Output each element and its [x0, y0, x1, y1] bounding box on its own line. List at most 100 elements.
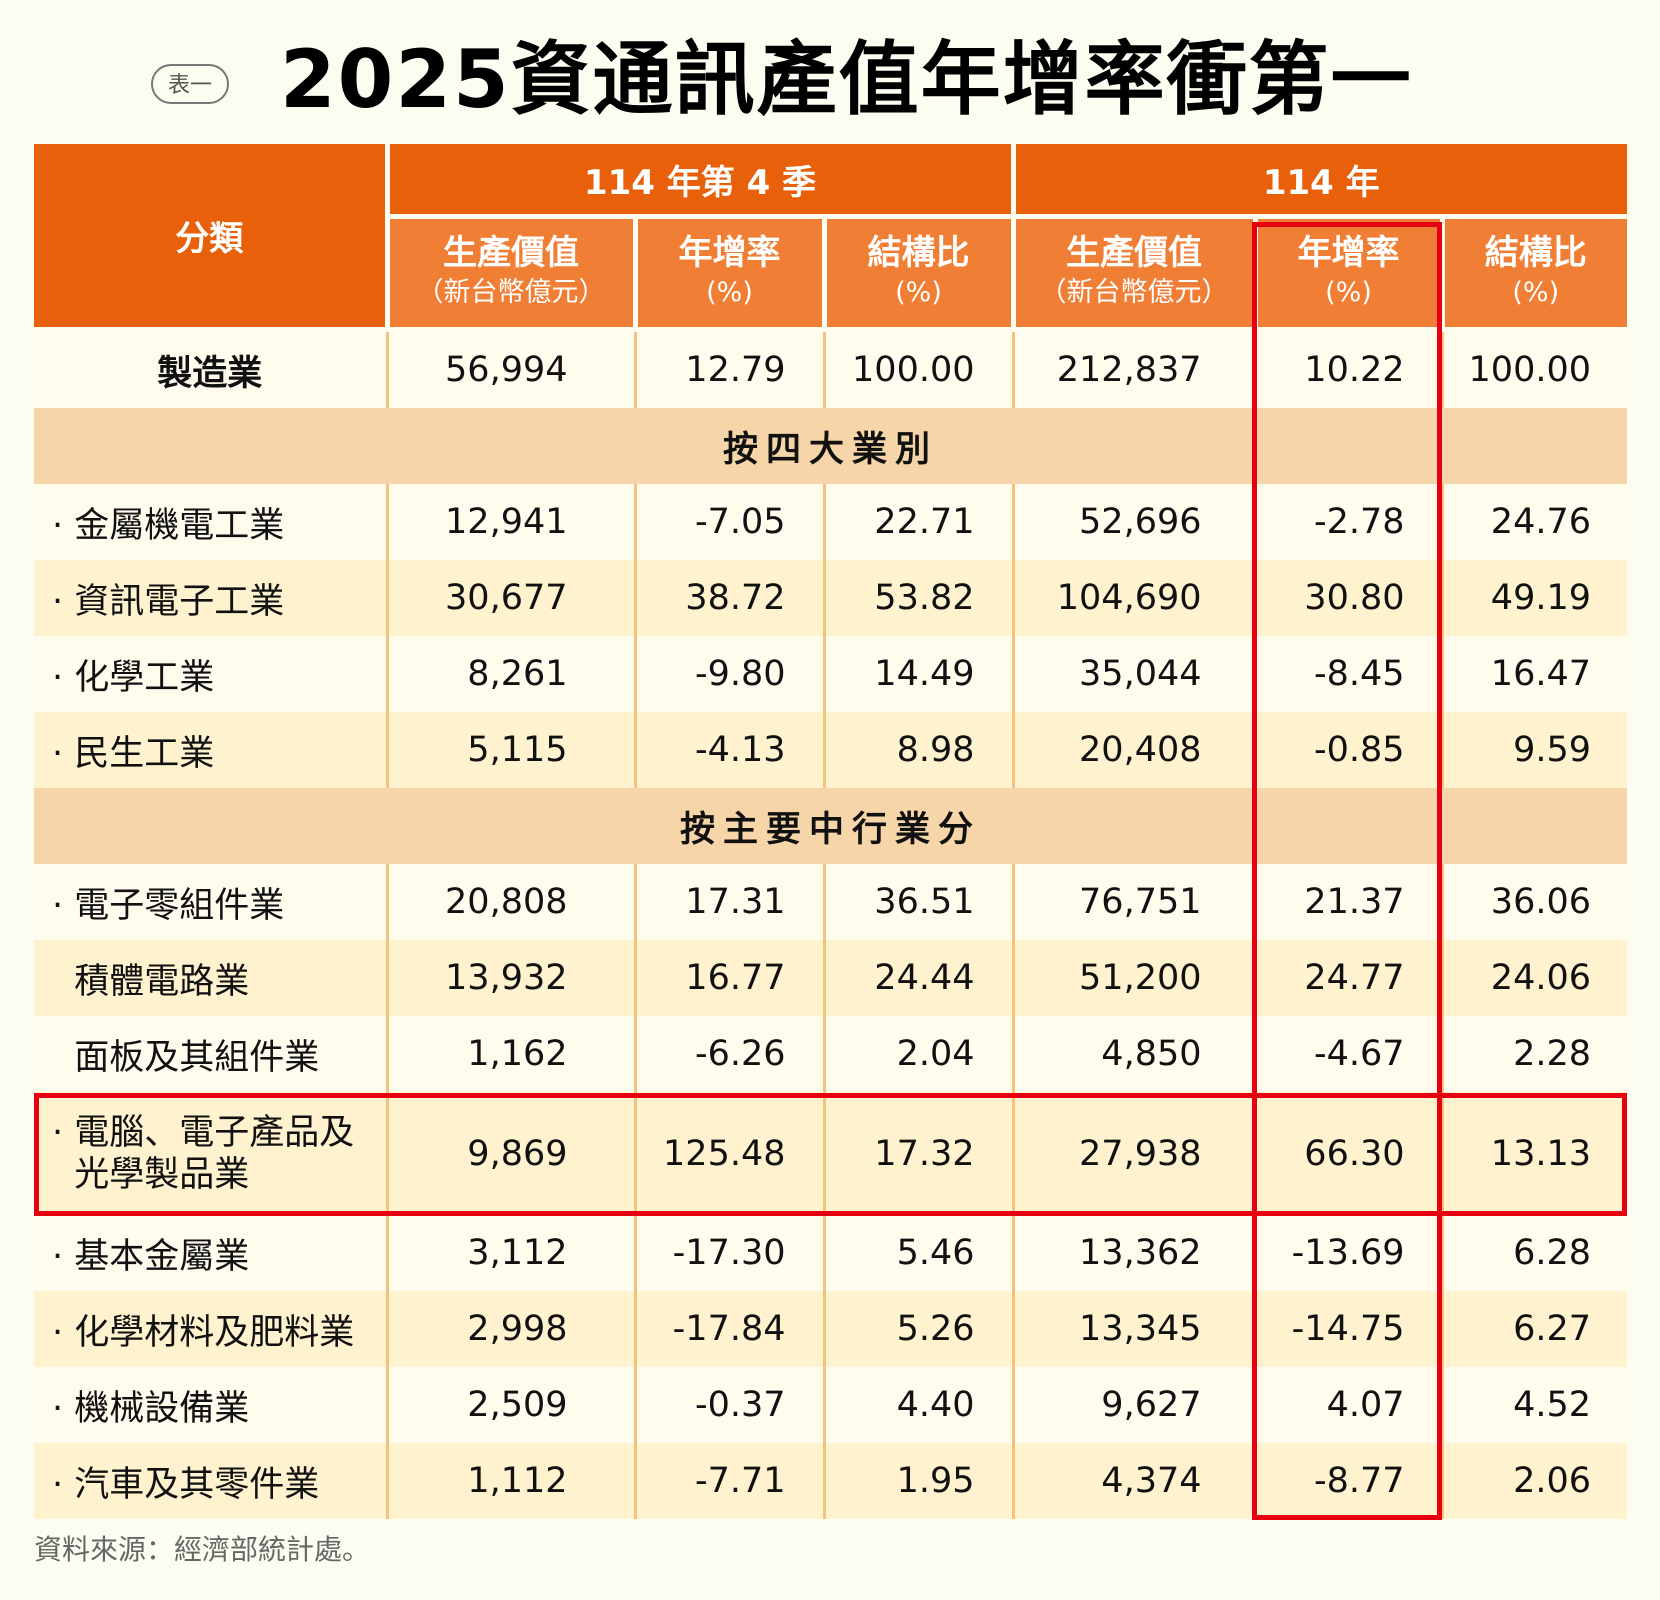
column-header: 結構比 (%)	[1439, 216, 1627, 332]
cell-value: 2.06	[1440, 1443, 1627, 1519]
cell-value: 36.51	[822, 864, 1013, 940]
cell-value: 27,938	[1011, 1092, 1255, 1215]
column-unit: (%)	[1512, 277, 1560, 308]
row-label: · 汽車及其零件業	[34, 1443, 387, 1519]
column-label: 生產價值	[1066, 233, 1202, 273]
column-label: 年增率	[678, 233, 781, 273]
table-row: 積體電路業 13,932 16.77 24.44 51,200 24.77 24.06	[34, 940, 1627, 1016]
cell-value: 100.00	[822, 329, 1013, 408]
cell-value: -7.05	[633, 484, 824, 560]
cell-value: 2.28	[1440, 1016, 1627, 1092]
cell-value: 56,994	[385, 329, 635, 408]
cell-value: 16.47	[1440, 636, 1627, 712]
cell-value: 125.48	[633, 1092, 824, 1215]
table-row: 製造業 56,994 12.79 100.00 212,837 10.22 100.00	[34, 329, 1627, 408]
source-note: 資料來源：經濟部統計處。	[34, 1533, 371, 1566]
cell-value: 76,751	[1011, 864, 1255, 940]
cell-value: 100.00	[1440, 329, 1627, 408]
cell-value: -17.30	[633, 1215, 824, 1291]
cell-value: -0.85	[1253, 712, 1442, 788]
cell-value: 4.07	[1253, 1367, 1442, 1443]
cell-value: 24.77	[1253, 940, 1442, 1016]
table-row: 面板及其組件業 1,162 -6.26 2.04 4,850 -4.67 2.28	[34, 1016, 1627, 1092]
column-unit: (%)	[706, 277, 753, 308]
page-title: 2025資通訊產值年增率衝第一	[280, 33, 1413, 126]
cell-value: -13.69	[1253, 1215, 1442, 1291]
cell-value: 9,869	[385, 1092, 635, 1215]
column-header: 年增率 (%)	[632, 216, 827, 332]
cell-value: 17.32	[822, 1092, 1013, 1215]
column-unit: （新台幣億元）	[1039, 277, 1229, 308]
cell-value: 24.76	[1440, 484, 1627, 560]
cell-value: 5,115	[385, 712, 635, 788]
cell-value: -4.67	[1253, 1016, 1442, 1092]
table-row: · 汽車及其零件業 1,112 -7.71 1.95 4,374 -8.77 2.06	[34, 1443, 1627, 1519]
cell-value: 1,162	[385, 1016, 635, 1092]
cell-value: 13.13	[1440, 1092, 1627, 1215]
cell-value: 21.37	[1253, 864, 1442, 940]
cell-value: 13,932	[385, 940, 635, 1016]
cell-value: -14.75	[1253, 1291, 1442, 1367]
row-label: · 化學工業	[34, 636, 387, 712]
cell-value: -9.80	[633, 636, 824, 712]
table-row: · 電腦、電子產品及 光學製品業 9,869 125.48 17.32 27,938 66…	[34, 1092, 1627, 1215]
section-row: 按四大業別	[34, 408, 1627, 484]
column-header: 結構比 (%)	[821, 216, 1016, 332]
cell-value: 9.59	[1440, 712, 1627, 788]
cell-value: 24.06	[1440, 940, 1627, 1016]
cell-value: 13,345	[1011, 1291, 1255, 1367]
cell-value: 36.06	[1440, 864, 1627, 940]
cell-value: -8.45	[1253, 636, 1442, 712]
cell-value: 52,696	[1011, 484, 1255, 560]
table-row: · 金屬機電工業 12,941 -7.05 22.71 52,696 -2.78 24.76	[34, 484, 1627, 560]
column-unit: (%)	[1325, 277, 1372, 308]
table-row: · 資訊電子工業 30,677 38.72 53.82 104,690 30.80 49.1…	[34, 560, 1627, 636]
cell-value: 8.98	[822, 712, 1013, 788]
column-label: 結構比	[1484, 233, 1587, 273]
column-unit: （新台幣億元）	[416, 277, 606, 308]
cell-value: 51,200	[1011, 940, 1255, 1016]
cell-value: 4.52	[1440, 1367, 1627, 1443]
cell-value: 20,808	[385, 864, 635, 940]
row-label: 面板及其組件業	[34, 1016, 387, 1092]
cell-value: 20,408	[1011, 712, 1255, 788]
row-label: 製造業	[34, 329, 387, 408]
cell-value: 12,941	[385, 484, 635, 560]
cell-value: 8,261	[385, 636, 635, 712]
cell-value: 10.22	[1253, 329, 1442, 408]
table-row: · 化學材料及肥料業 2,998 -17.84 5.26 13,345 -14.75 6.2…	[34, 1291, 1627, 1367]
cell-value: -6.26	[633, 1016, 824, 1092]
row-label: · 電子零組件業	[34, 864, 387, 940]
column-header: 年增率 (%)	[1252, 216, 1445, 332]
cell-value: -7.71	[633, 1443, 824, 1519]
cell-value: 38.72	[633, 560, 824, 636]
cell-value: -8.77	[1253, 1443, 1442, 1519]
column-header: 生產價值 （新台幣億元）	[384, 216, 638, 332]
column-unit: (%)	[895, 277, 942, 308]
row-label: · 資訊電子工業	[34, 560, 387, 636]
cell-value: 212,837	[1011, 329, 1255, 408]
cell-value: 24.44	[822, 940, 1013, 1016]
row-label-line: · 電腦、電子產品及	[52, 1112, 355, 1153]
row-label: · 基本金屬業	[34, 1215, 387, 1291]
cell-value: 14.49	[822, 636, 1013, 712]
cell-value: 49.19	[1440, 560, 1627, 636]
cell-value: 2,509	[385, 1367, 635, 1443]
table-row: · 機械設備業 2,509 -0.37 4.40 9,627 4.07 4.52	[34, 1367, 1627, 1443]
row-label: · 民生工業	[34, 712, 387, 788]
table-row: · 化學工業 8,261 -9.80 14.49 35,044 -8.45 16.47	[34, 636, 1627, 712]
row-label: · 金屬機電工業	[34, 484, 387, 560]
column-label: 結構比	[867, 233, 970, 273]
cell-value: -17.84	[633, 1291, 824, 1367]
cell-value: 66.30	[1253, 1092, 1442, 1215]
cell-value: 30,677	[385, 560, 635, 636]
section-label: 按主要中行業分	[34, 788, 1627, 864]
column-label: 生產價值	[443, 233, 579, 273]
cell-value: 17.31	[633, 864, 824, 940]
row-label: · 機械設備業	[34, 1367, 387, 1443]
cell-value: 30.80	[1253, 560, 1442, 636]
cell-value: 13,362	[1011, 1215, 1255, 1291]
row-label: · 電腦、電子產品及 光學製品業	[34, 1092, 387, 1215]
cell-value: 3,112	[385, 1215, 635, 1291]
cell-value: 4.40	[822, 1367, 1013, 1443]
